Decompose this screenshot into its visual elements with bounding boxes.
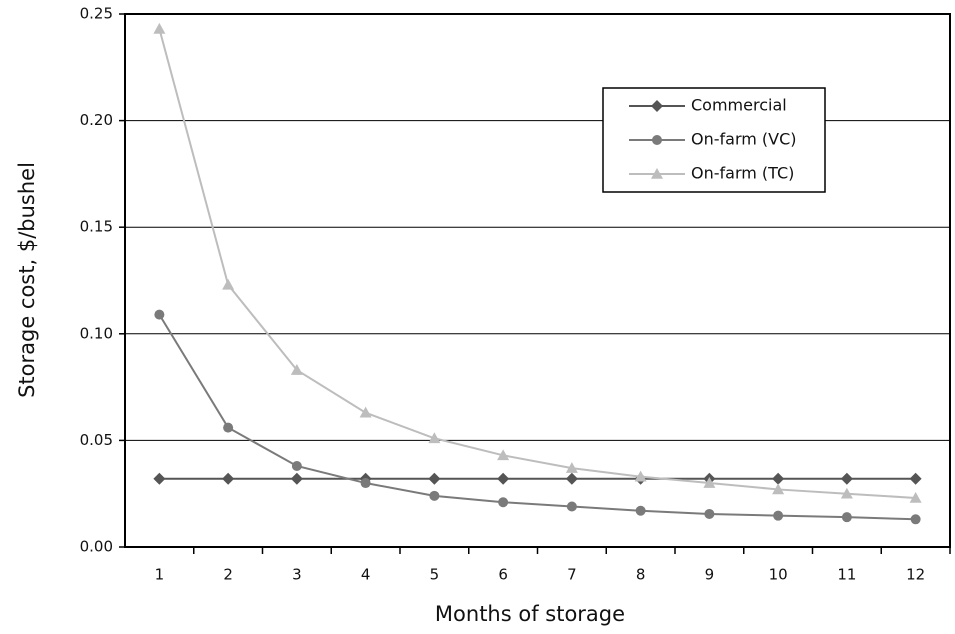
marker <box>841 512 852 523</box>
marker <box>635 505 646 516</box>
marker <box>840 472 853 485</box>
marker <box>153 472 166 485</box>
y-tick-label: 0.25 <box>80 5 113 23</box>
marker <box>565 472 578 485</box>
marker <box>840 487 853 499</box>
x-tick-label: 3 <box>292 566 302 584</box>
series-line <box>158 314 916 521</box>
marker <box>634 470 647 482</box>
marker <box>154 309 165 320</box>
marker <box>909 491 922 503</box>
series-line <box>158 28 916 499</box>
marker <box>497 472 510 485</box>
x-tick-label: 1 <box>155 566 165 584</box>
marker <box>498 497 509 508</box>
marker <box>772 483 785 495</box>
x-tick-label: 4 <box>361 566 371 584</box>
y-tick-label: 0.00 <box>80 538 113 556</box>
legend-label: On-farm (VC) <box>691 130 797 149</box>
y-tick-label: 0.15 <box>80 218 113 236</box>
marker <box>565 462 578 473</box>
marker <box>909 472 922 485</box>
legend-label: On-farm (TC) <box>691 164 794 183</box>
x-tick-label: 2 <box>223 566 233 584</box>
marker <box>566 501 577 512</box>
marker <box>291 460 302 471</box>
x-tick-label: 7 <box>567 566 577 584</box>
x-tick-label: 6 <box>498 566 508 584</box>
marker <box>910 514 921 525</box>
marker <box>773 510 784 521</box>
marker <box>652 135 662 145</box>
x-axis-title: Months of storage <box>435 602 625 626</box>
x-tick-label: 5 <box>430 566 440 584</box>
marker <box>153 22 166 34</box>
marker <box>222 472 235 485</box>
marker <box>359 406 372 418</box>
legend-label: Commercial <box>691 96 787 115</box>
x-tick-label: 11 <box>837 566 856 584</box>
marker <box>704 508 715 519</box>
x-tick-label: 12 <box>906 566 925 584</box>
plot-frame <box>124 13 951 548</box>
marker <box>290 364 303 375</box>
marker <box>290 472 303 485</box>
x-tick-label: 8 <box>636 566 646 584</box>
y-axis-title: Storage cost, $/bushel <box>15 162 39 398</box>
marker <box>772 472 785 485</box>
marker <box>651 168 663 179</box>
marker <box>429 490 440 501</box>
y-tick-label: 0.20 <box>80 111 113 129</box>
marker <box>222 278 235 290</box>
y-tick-label: 0.10 <box>80 324 113 342</box>
x-tick-label: 9 <box>705 566 715 584</box>
marker <box>703 477 716 488</box>
y-tick-label: 0.05 <box>80 431 113 449</box>
marker <box>360 478 371 489</box>
marker <box>651 100 663 112</box>
marker <box>428 472 441 485</box>
marker <box>497 449 510 461</box>
marker <box>223 422 234 433</box>
x-tick-label: 10 <box>769 566 788 584</box>
marker <box>428 432 441 444</box>
